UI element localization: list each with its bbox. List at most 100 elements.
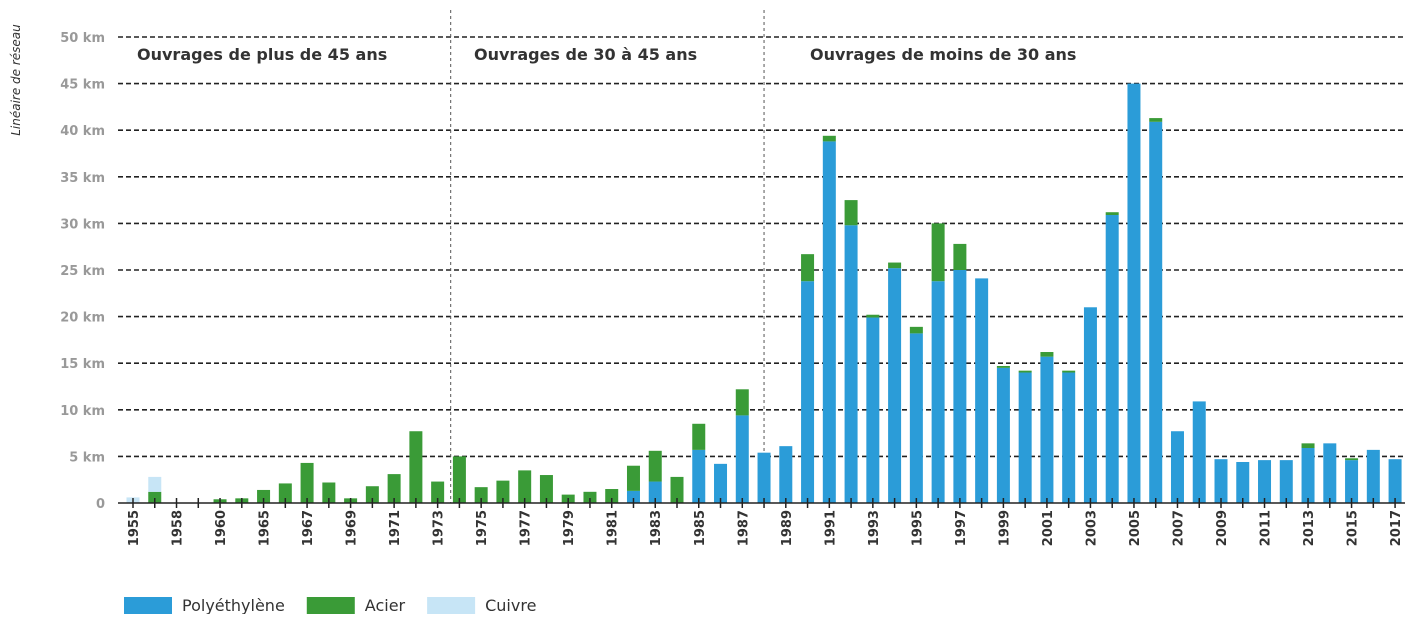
x-tick-label: 1995 — [910, 510, 925, 546]
bar-segment — [605, 489, 619, 503]
y-tick-label: 20 km — [60, 311, 105, 326]
legend-label: Acier — [365, 596, 406, 614]
x-tick-label: 1983 — [649, 510, 664, 546]
bar-segment — [626, 465, 640, 491]
bar-segment — [278, 483, 292, 503]
x-tick-label: 1975 — [475, 510, 490, 546]
x-tick-label: 2009 — [1215, 510, 1230, 546]
bar-segment — [1236, 461, 1250, 503]
bar-segment — [474, 487, 488, 503]
y-tick-label: 0 — [96, 497, 105, 512]
bar-segment — [1040, 352, 1054, 357]
bar-segment — [801, 281, 815, 503]
y-tick-label: 30 km — [60, 217, 105, 232]
y-tick-label: 10 km — [60, 404, 105, 419]
bar-segment — [822, 135, 836, 142]
x-tick-label: 2001 — [1041, 510, 1056, 546]
x-tick-label: 1973 — [432, 510, 447, 546]
x-tick-label: 2003 — [1084, 510, 1099, 546]
x-tick-label: 1985 — [693, 510, 708, 546]
bar-segment — [779, 446, 793, 503]
y-tick-label: 15 km — [60, 357, 105, 372]
bar-segment — [518, 470, 532, 503]
bar-segment — [996, 367, 1010, 503]
x-tick-label: 2017 — [1389, 510, 1404, 546]
x-tick-label: 2005 — [1128, 510, 1143, 546]
bar-segment — [648, 450, 662, 482]
bar-segment — [648, 481, 662, 503]
bar-segment — [1018, 370, 1032, 373]
bar-segment — [996, 365, 1010, 368]
bar-segment — [148, 491, 162, 503]
legend-swatch — [306, 597, 355, 614]
bar-segment — [365, 486, 379, 503]
bar-segment — [931, 223, 945, 282]
region-label: Ouvrages de plus de 45 ans — [137, 45, 387, 64]
bar-segment — [1062, 372, 1076, 503]
x-tick-label: 1960 — [214, 510, 229, 546]
bar-segment — [496, 480, 510, 503]
bar-segment — [953, 243, 967, 270]
x-tick-label: 1997 — [954, 510, 969, 546]
y-tick-label: 40 km — [60, 124, 105, 139]
legend-swatch — [124, 597, 172, 614]
y-tick-label: 50 km — [60, 31, 105, 46]
x-tick-label: 1999 — [997, 510, 1012, 546]
bar-segment — [1192, 401, 1206, 503]
x-tick-label: 1971 — [388, 510, 403, 546]
bar-segment — [431, 481, 445, 503]
bar-segment — [1301, 443, 1315, 449]
bar-segment — [148, 476, 162, 492]
bar-segment — [1366, 449, 1380, 503]
bar-segment — [844, 225, 858, 503]
bar-segment — [1062, 370, 1076, 373]
bar-segment — [1345, 458, 1359, 461]
bar-segment — [1018, 372, 1032, 503]
bar-segment — [1170, 431, 1184, 503]
bar-segment — [1323, 443, 1337, 503]
x-tick-label: 2015 — [1346, 510, 1361, 546]
bar-segment — [583, 491, 597, 503]
bar-segment — [322, 482, 336, 503]
bar-segment — [257, 489, 271, 503]
bar-segment — [452, 456, 466, 503]
bar-segment — [387, 474, 401, 503]
bar-segment — [1345, 460, 1359, 503]
bar-segment — [909, 326, 923, 334]
bar-segment — [1388, 459, 1402, 503]
bar-segment — [1279, 460, 1293, 503]
y-tick-label: 45 km — [60, 78, 105, 93]
bar-segment — [888, 262, 902, 269]
bar-segment — [931, 281, 945, 503]
bar-segment — [822, 141, 836, 503]
y-tick-label: 25 km — [60, 264, 105, 279]
bar-segment — [1149, 121, 1163, 503]
x-tick-label: 1987 — [736, 510, 751, 546]
x-tick-label: 1991 — [823, 510, 838, 546]
bar-segment — [692, 449, 706, 503]
bar-segment — [735, 415, 749, 503]
x-tick-label: 1955 — [127, 510, 142, 546]
y-axis-label: Linéaire de réseau — [9, 24, 23, 136]
bar-segment — [692, 423, 706, 450]
x-tick-label: 1977 — [519, 510, 534, 546]
bar-segment — [888, 268, 902, 503]
bar-segment — [1127, 83, 1141, 503]
bar-segment — [1083, 307, 1097, 503]
x-tick-label: 1979 — [562, 510, 577, 546]
region-label: Ouvrages de moins de 30 ans — [810, 45, 1076, 64]
x-tick-label: 1965 — [258, 510, 273, 546]
bar-segment — [626, 490, 640, 503]
x-tick-label: 2011 — [1259, 510, 1274, 546]
legend-swatch — [427, 597, 476, 614]
bar-segment — [866, 317, 880, 503]
legend-label: Cuivre — [485, 596, 536, 614]
y-tick-label: 5 km — [69, 450, 105, 465]
bar-segment — [1149, 118, 1163, 122]
x-tick-label: 1969 — [345, 510, 360, 546]
bar-segment — [1301, 448, 1315, 503]
bar-segment — [735, 389, 749, 416]
bar-segment — [757, 452, 771, 503]
x-tick-label: 2007 — [1171, 510, 1186, 546]
